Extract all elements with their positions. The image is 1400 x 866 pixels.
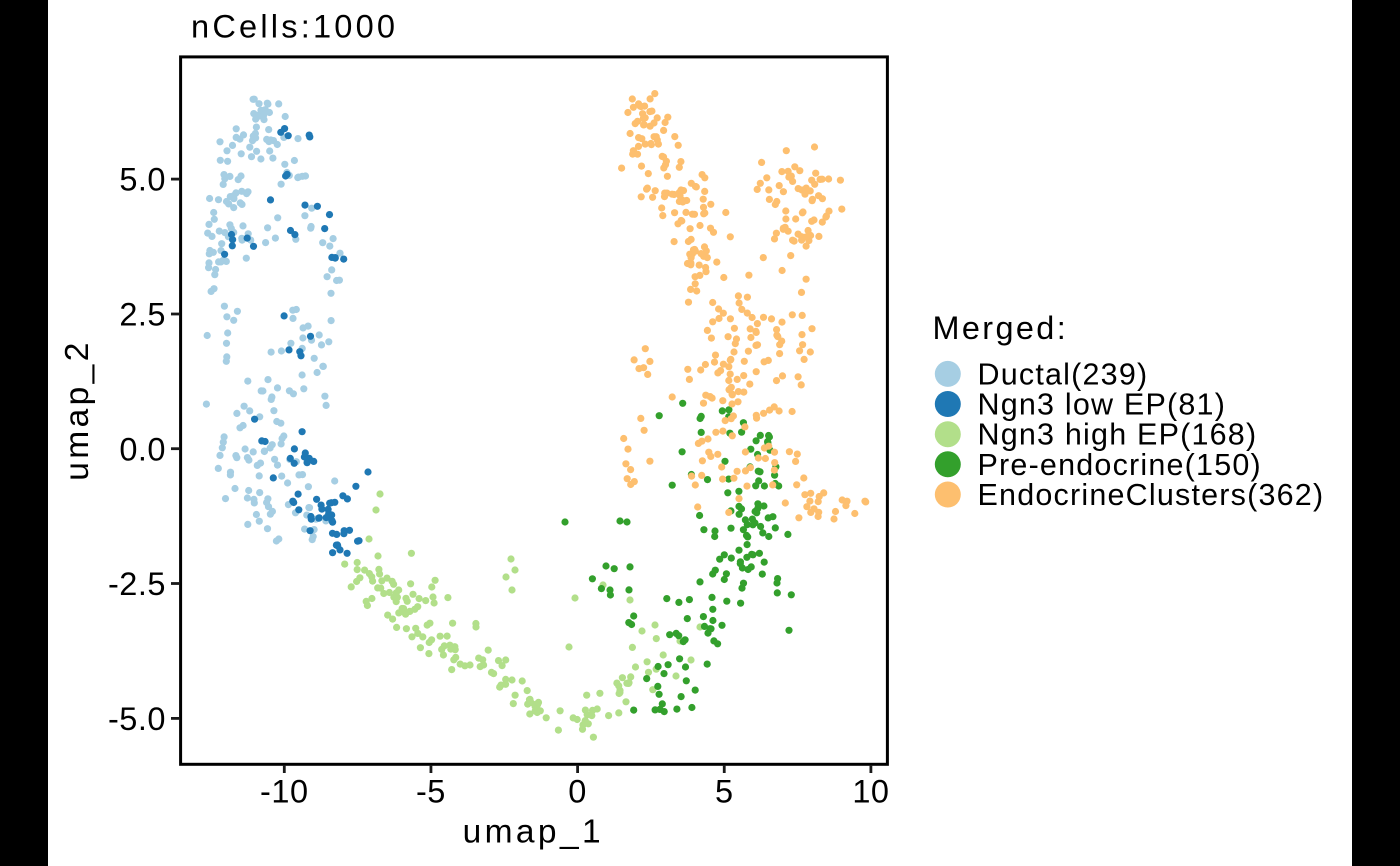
svg-text:2.5: 2.5 — [119, 297, 166, 333]
svg-text:Merged:: Merged: — [933, 310, 1069, 346]
svg-text:Ngn3 low EP(81): Ngn3 low EP(81) — [978, 388, 1227, 422]
svg-text:10: 10 — [852, 774, 889, 810]
svg-text:-2.5: -2.5 — [108, 566, 166, 602]
svg-text:EndocrineClusters(362): EndocrineClusters(362) — [978, 478, 1325, 512]
svg-text:umap_2: umap_2 — [59, 339, 96, 480]
svg-text:Ngn3 high EP(168): Ngn3 high EP(168) — [978, 418, 1258, 452]
svg-text:Pre-endocrine(150): Pre-endocrine(150) — [978, 448, 1262, 482]
svg-text:0: 0 — [568, 774, 587, 810]
svg-text:umap_1: umap_1 — [463, 813, 604, 850]
svg-text:5: 5 — [715, 774, 734, 810]
svg-text:0.0: 0.0 — [119, 431, 166, 467]
svg-text:-10: -10 — [260, 774, 308, 810]
svg-text:Ductal(239): Ductal(239) — [978, 357, 1149, 391]
svg-text:5.0: 5.0 — [119, 162, 166, 198]
svg-text:-5: -5 — [416, 774, 446, 810]
svg-text:nCells:1000: nCells:1000 — [191, 8, 398, 45]
svg-text:-5.0: -5.0 — [108, 701, 166, 737]
